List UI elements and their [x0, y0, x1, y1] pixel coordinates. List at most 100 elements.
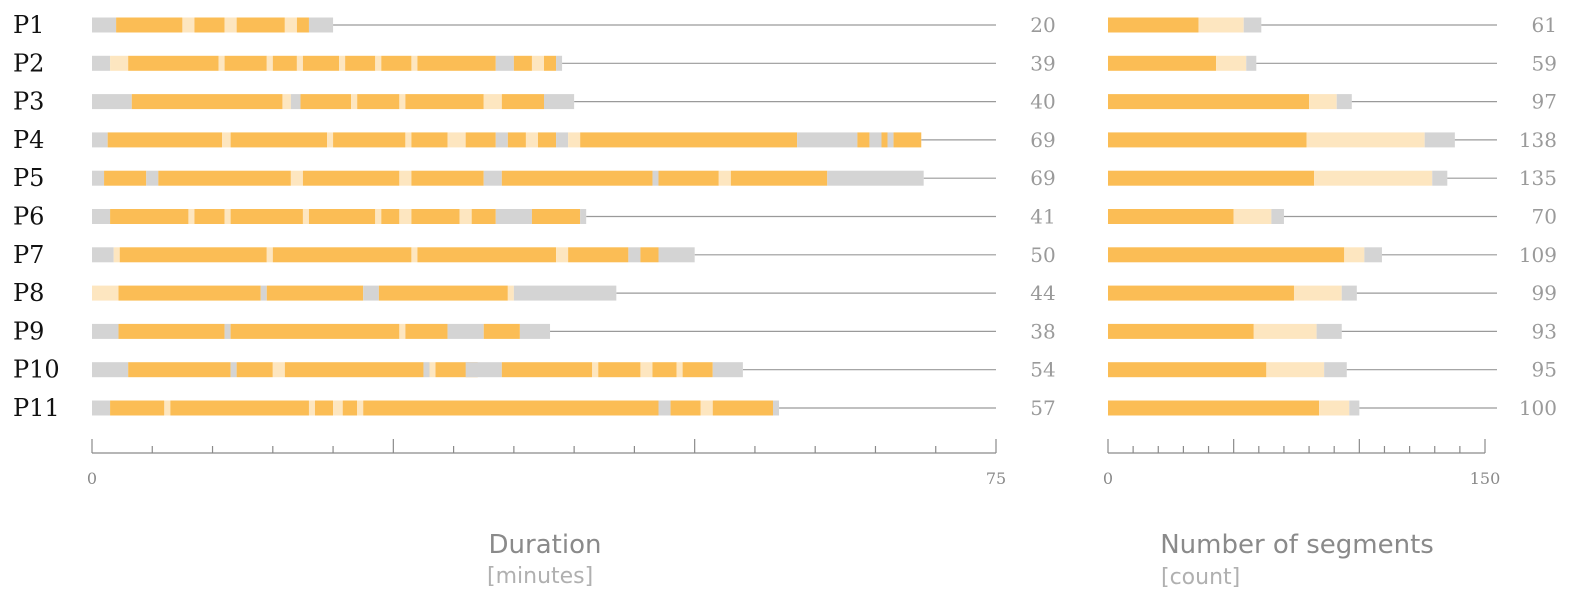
duration-segment-p10-11: [501, 362, 593, 378]
duration-segment-p5-14: [827, 170, 924, 186]
duration-segment-p1-4: [224, 17, 237, 33]
duration-segment-p8-3: [266, 285, 364, 301]
count-bar-light-p7: [1344, 247, 1365, 263]
duration-segment-p4-20: [881, 132, 888, 148]
duration-segment-p7-6: [417, 247, 557, 263]
count-bar-light-p5: [1314, 170, 1433, 186]
count-bar-active-p11: [1108, 400, 1320, 416]
count-bar-idle-p8: [1341, 285, 1357, 301]
count-bar-light-p1: [1198, 17, 1244, 33]
duration-segment-p11-7: [342, 400, 358, 416]
count-total-p9: 93: [1532, 319, 1557, 343]
duration-segment-p9-5: [405, 323, 448, 339]
duration-segment-p2-14: [417, 55, 496, 71]
duration-segment-p3-11: [544, 94, 575, 110]
duration-segment-p5-5: [302, 170, 400, 186]
duration-segment-p8-6: [507, 285, 514, 301]
duration-total-p10: 54: [1030, 358, 1055, 382]
count-bar-light-p11: [1319, 400, 1350, 416]
count-bar-active-p2: [1108, 55, 1217, 71]
row-label-p4: P4: [13, 126, 44, 154]
count-total-p5: 135: [1519, 166, 1557, 190]
duration-segment-p4-4: [327, 132, 334, 148]
duration-segment-p10-3: [236, 362, 273, 378]
duration-segment-p5-9: [501, 170, 653, 186]
duration-segment-p10-7: [429, 362, 436, 378]
count-bar-light-p9: [1253, 323, 1317, 339]
row-label-p1: P1: [13, 11, 44, 39]
count-bar-idle-p5: [1432, 170, 1448, 186]
duration-segment-p6-13: [471, 209, 496, 224]
row-label-p10: P10: [13, 356, 60, 384]
duration-segment-p6-11: [411, 209, 460, 224]
duration-segment-p5-0: [92, 170, 105, 186]
duration-segment-p8-0: [92, 285, 119, 301]
duration-segment-p1-6: [284, 17, 297, 33]
segments-axis-title: Number of segments: [1160, 530, 1434, 560]
duration-segment-p10-17: [682, 362, 713, 378]
duration-segment-p3-4: [300, 94, 352, 110]
count-bar-idle-p10: [1324, 362, 1347, 378]
duration-total-p2: 39: [1030, 51, 1055, 75]
row-label-p2: P2: [13, 49, 44, 77]
row-label-p11: P11: [13, 394, 60, 422]
duration-segment-p3-8: [405, 94, 484, 110]
count-bar-active-p1: [1108, 17, 1199, 33]
duration-segment-p6-14: [495, 209, 532, 224]
count-bar-idle-p7: [1364, 247, 1382, 263]
duration-segment-p4-5: [333, 132, 406, 148]
duration-segment-p7-7: [556, 247, 569, 263]
duration-segment-p3-3: [290, 94, 301, 110]
count-bar-light-p4: [1306, 132, 1425, 148]
duration-segment-p6-3: [194, 209, 225, 224]
duration-segment-p2-4: [224, 55, 267, 71]
duration-segment-p4-14: [556, 132, 569, 148]
count-bar-light-p8: [1293, 285, 1342, 301]
duration-segment-p9-4: [399, 323, 406, 339]
duration-segment-p2-9: [339, 55, 346, 71]
duration-total-p6: 41: [1030, 205, 1055, 229]
count-total-p11: 100: [1519, 396, 1557, 420]
row-label-p5: P5: [13, 164, 44, 192]
duration-tick-min: 0: [87, 469, 97, 488]
duration-total-p1: 20: [1030, 13, 1055, 37]
duration-segment-p9-1: [118, 323, 225, 339]
duration-segment-p2-18: [544, 55, 557, 71]
duration-segment-p9-3: [230, 323, 400, 339]
duration-segment-p2-13: [411, 55, 418, 71]
duration-total-p4: 69: [1030, 128, 1055, 152]
duration-segment-p2-6: [272, 55, 297, 71]
segment-count-axis: [1107, 439, 1486, 454]
duration-rows: P1 20 P2 39 P3 40 P4 69 P5 69 P6 41 P7 50 P8 44 P9 38 P10 5…: [13, 11, 1056, 422]
duration-segment-p5-12: [718, 170, 731, 186]
duration-segment-p6-5: [230, 209, 303, 224]
segments-axis-unit: [count]: [1161, 565, 1240, 590]
duration-segment-p10-0: [92, 362, 129, 378]
duration-total-p8: 44: [1030, 281, 1055, 305]
duration-axis: [91, 439, 997, 454]
count-bar-light-p2: [1216, 55, 1247, 71]
duration-segment-p3-9: [483, 94, 502, 110]
duration-segment-p9-6: [447, 323, 484, 339]
duration-segment-p5-2: [146, 170, 159, 186]
duration-segment-p11-9: [363, 400, 659, 416]
count-bar-light-p6: [1233, 209, 1272, 224]
duration-segment-p2-2: [128, 55, 219, 71]
duration-segment-p7-8: [568, 247, 629, 263]
duration-segment-p4-0: [92, 132, 108, 148]
duration-segment-p2-7: [296, 55, 303, 71]
segment-count-rows: 61 59 97 138 135 70 109 99 93 95 100: [1108, 13, 1557, 420]
count-total-p2: 59: [1532, 51, 1557, 75]
count-bar-idle-p4: [1424, 132, 1455, 148]
duration-segment-p2-10: [345, 55, 376, 71]
duration-segment-p2-17: [531, 55, 544, 71]
duration-segment-p7-4: [272, 247, 412, 263]
duration-segment-p7-1: [113, 247, 120, 263]
duration-segment-p4-21: [887, 132, 894, 148]
duration-segment-p3-7: [399, 94, 406, 110]
duration-segment-p3-0: [92, 94, 132, 110]
duration-segment-p5-3: [158, 170, 291, 186]
count-bar-idle-p6: [1271, 209, 1284, 224]
count-bar-active-p4: [1108, 132, 1307, 148]
count-total-p3: 97: [1532, 90, 1557, 114]
